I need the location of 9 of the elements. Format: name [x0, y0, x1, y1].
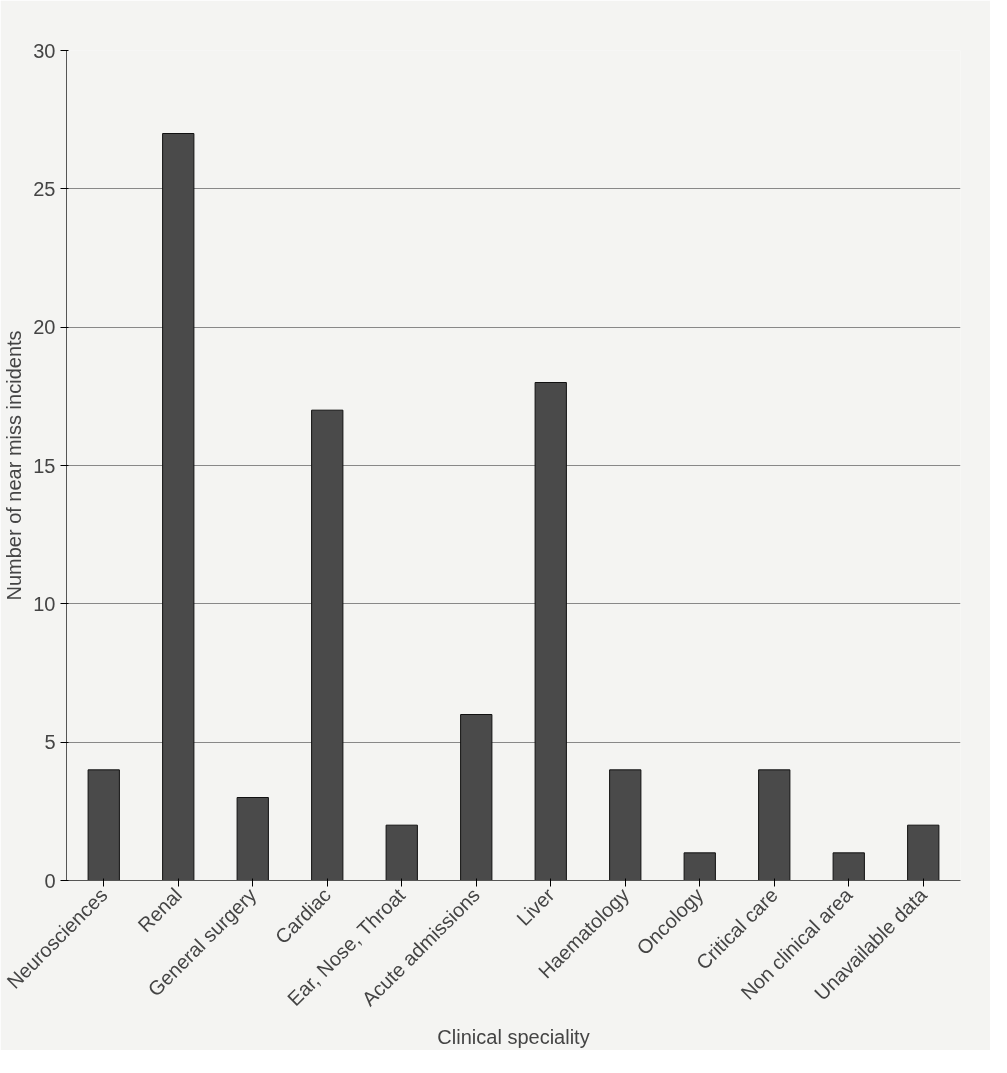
y-tick-label: 20 [33, 316, 56, 339]
y-tick-label: 0 [44, 869, 56, 892]
y-tick-label: 10 [33, 592, 56, 615]
y-tick-label: 30 [33, 39, 56, 62]
y-tick-label: 5 [44, 731, 56, 754]
y-tick-label: 25 [33, 177, 56, 200]
y-axis-title: Number of near miss incidents [3, 330, 26, 601]
y-tick-label: 15 [33, 454, 56, 477]
x-axis-title: Clinical speciality [437, 1025, 590, 1048]
